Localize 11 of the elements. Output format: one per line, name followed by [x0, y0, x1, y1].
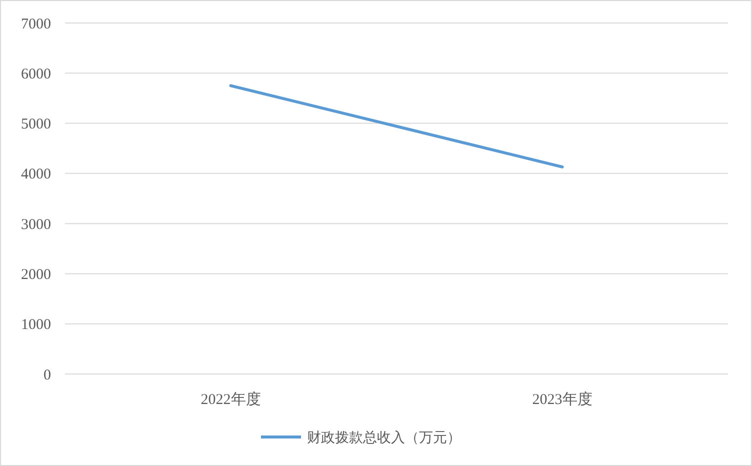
y-tick-label: 3000 — [21, 216, 51, 233]
y-tick-label: 5000 — [21, 116, 51, 133]
x-tick-label: 2022年度 — [200, 391, 261, 408]
y-tick-label: 1000 — [21, 317, 51, 334]
y-tick-label: 4000 — [21, 166, 51, 183]
y-tick-label: 2000 — [21, 266, 51, 283]
x-tick-label: 2023年度 — [532, 391, 592, 408]
y-tick-label: 7000 — [21, 16, 51, 32]
legend-label: 财政拨款总收入（万元） — [307, 430, 461, 446]
y-tick-label: 6000 — [21, 66, 51, 82]
y-tick-label: 0 — [44, 367, 51, 384]
